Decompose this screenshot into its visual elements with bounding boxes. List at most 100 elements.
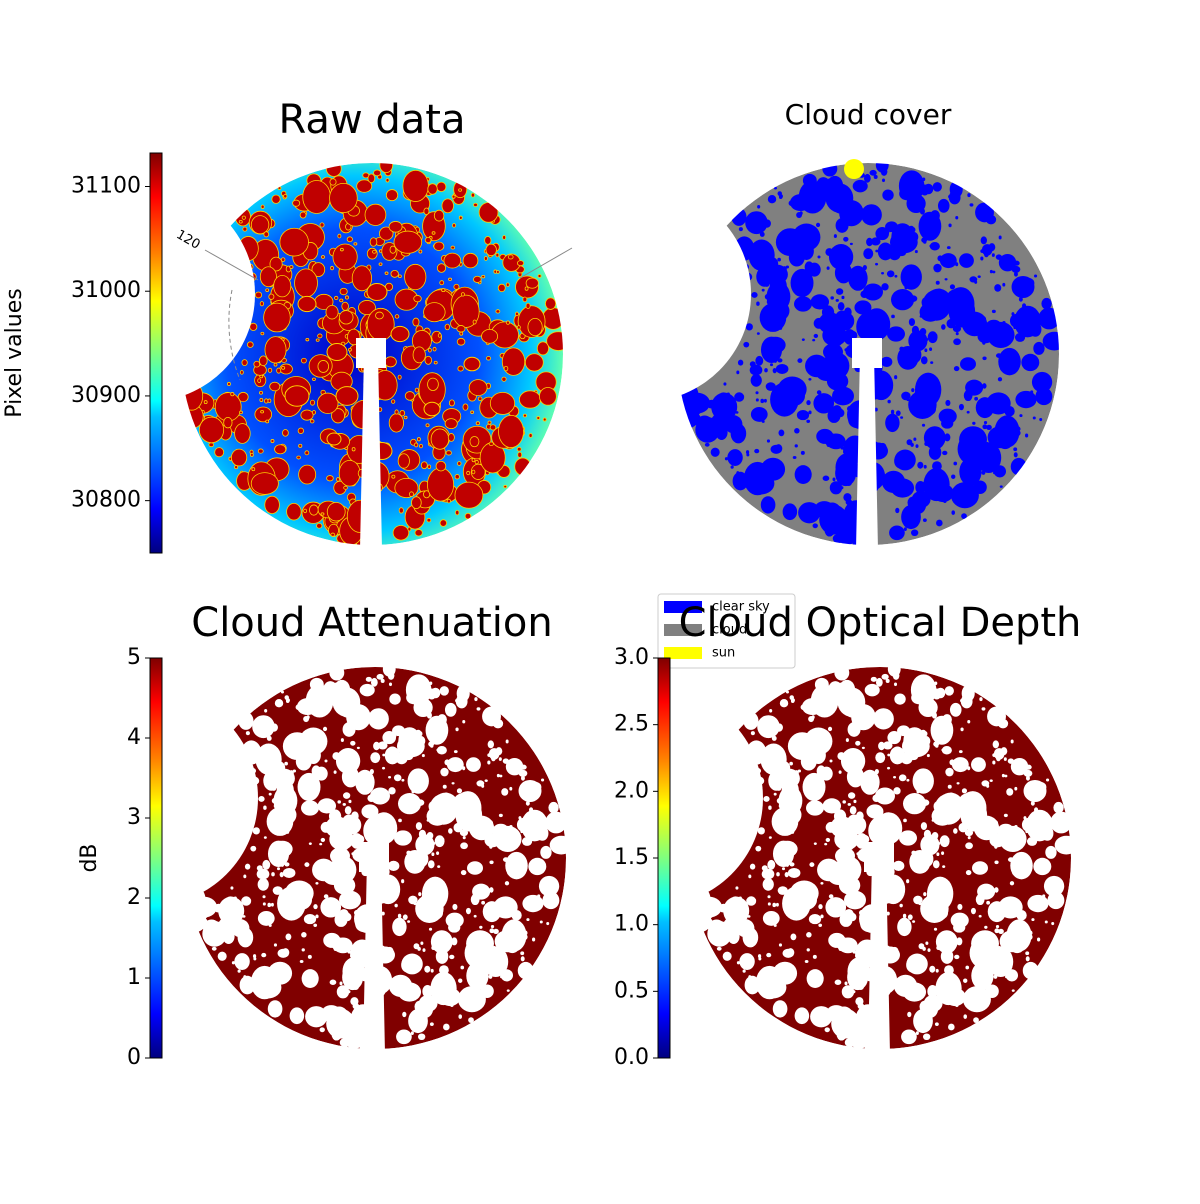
sky-blob [331,1028,342,1041]
sky-blob [853,727,860,735]
sky-blob [250,215,270,235]
sky-blob [860,461,886,491]
sky-blob [385,189,399,202]
sky-blob [440,767,449,777]
sky-blob [869,871,873,875]
sky-blob [223,857,227,862]
sky-blob [300,409,314,421]
sky-blob [886,911,890,916]
sky-blob [286,502,302,521]
sky-blob [391,474,396,479]
sky-blob [479,925,483,929]
sky-blob [289,265,294,269]
sky-blob [373,966,383,974]
sky-blob [326,343,348,361]
sky-blob [987,706,1006,727]
sky-blob [401,778,405,782]
sky-blob [898,774,907,782]
sky-blob [407,920,411,923]
sky-blob [461,692,465,696]
sky-blob [724,457,728,461]
tick-label: 4 [127,725,141,750]
sky-blob [420,461,428,470]
sky-blob [474,962,478,966]
tick-label: 31100 [71,174,141,199]
sky-blob [881,271,885,275]
sky-blob [709,355,719,368]
sky-blob [254,406,273,423]
sky-blob [444,702,457,717]
sky-blob [680,847,702,874]
sky-blob [394,830,412,846]
sky-blob [498,757,502,761]
sky-blob [319,1027,325,1033]
sky-blob [389,245,397,254]
sky-blob [385,178,390,183]
sky-blob [748,874,752,879]
sky-blob [761,865,768,872]
sky-blob [761,420,765,423]
sky-blob [781,779,799,801]
sky-blob [423,207,430,215]
sky-blob [790,933,797,941]
sky-blob [855,833,868,849]
sky-blob [676,335,685,345]
sky-blob [933,741,940,747]
sky-blob [433,209,445,222]
sky-blob [239,816,255,832]
sky-blob [816,512,821,516]
sky-blob [294,268,318,298]
sky-blob [284,870,288,874]
sky-blob [524,353,544,372]
sky-blob [1009,881,1015,886]
sky-blob [338,310,354,325]
sky-blob [453,750,458,754]
sky-blob [214,260,221,268]
sky-blob [421,753,425,758]
sky-blob [320,864,332,877]
sky-blob [808,377,812,381]
sky-blob [760,398,765,404]
sky-blob [893,682,898,687]
sky-blob [707,350,715,357]
sky-blob [869,370,894,401]
sky-blob [997,377,1003,382]
sky-blob [366,283,388,301]
sky-blob [878,966,888,974]
sky-blob [812,523,818,529]
sky-blob [505,739,509,744]
sky-blob [384,356,397,368]
sky-blob [888,860,892,864]
sky-blob [401,879,405,884]
sky-blob [753,378,757,383]
sky-blob [350,1004,376,1037]
sky-blob [520,764,527,770]
sky-blob [436,263,447,273]
sky-blob [953,365,960,372]
sky-blob [965,842,973,850]
sky-blob [414,529,423,537]
sky-blob [870,237,881,246]
sky-blob [503,365,509,372]
sky-blob [841,223,848,231]
sky-blob [309,399,316,406]
sky-blob [217,825,233,840]
sky-blob [799,509,803,513]
sky-blob [835,937,849,949]
sky-blob [424,965,431,973]
sky-blob [767,902,771,906]
sky-blob [745,323,753,331]
sky-blob [540,845,552,859]
sky-blob [289,1007,305,1025]
sky-blob [856,852,860,856]
sky-blob [910,674,937,706]
sky-blob [353,242,358,246]
sky-blob [986,424,992,431]
sky-blob [857,367,861,371]
sky-blob [754,776,765,785]
sky-blob [347,328,361,346]
sky-blob [368,708,389,730]
sky-blob [919,490,926,498]
sky-blob [259,266,277,288]
sky-blob [965,965,970,970]
